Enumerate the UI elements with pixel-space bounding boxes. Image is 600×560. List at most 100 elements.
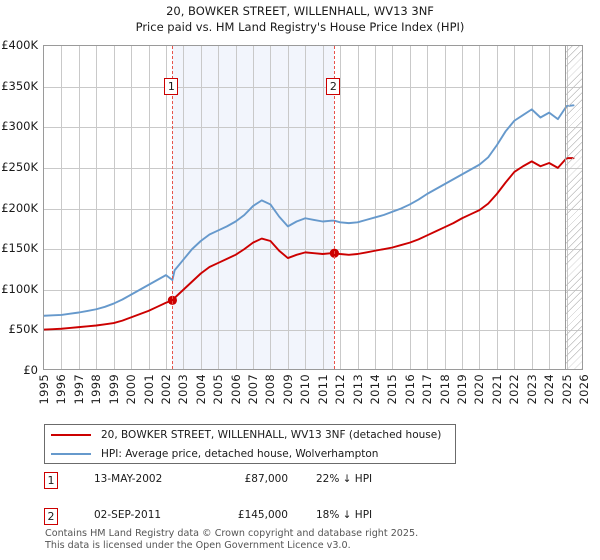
x-tick-label: 2023: [524, 374, 539, 405]
gridline-vertical: [340, 46, 342, 369]
gridline-vertical: [183, 46, 185, 369]
x-tick-label: 2005: [211, 374, 226, 405]
x-tick-label: 2008: [263, 374, 278, 405]
x-tick-label: 2016: [402, 374, 417, 405]
x-tick-label: 1998: [89, 374, 104, 405]
legend-swatch-hpi: [51, 452, 91, 455]
y-tick-text: £50K: [8, 322, 39, 337]
gridline-horizontal: [44, 289, 582, 291]
gridline-vertical: [270, 46, 272, 369]
transactions-table: 1 13-MAY-2002 £87,000 22% ↓ HPI 2 02-SEP…: [44, 472, 464, 533]
series-svg: [44, 104, 575, 331]
gridline-vertical: [514, 46, 516, 369]
x-tick-label: 2006: [228, 374, 243, 405]
attribution-line-2: This data is licensed under the Open Gov…: [45, 539, 351, 551]
gridline-vertical: [462, 46, 464, 369]
x-tick-label: 2020: [472, 374, 487, 405]
gridline-horizontal: [44, 127, 582, 129]
gridline-vertical: [496, 46, 498, 369]
x-tick-label: 2026: [577, 374, 591, 405]
x-tick-label: 2022: [507, 374, 522, 405]
y-tick-text: £400K: [1, 38, 38, 52]
y-tick-text: £150K: [1, 241, 38, 256]
x-tick-label: 2017: [420, 374, 435, 405]
y-tick-text: £0: [23, 363, 38, 377]
title-line-1: 20, BOWKER STREET, WILLENHALL, WV13 3NF: [166, 4, 434, 18]
gridline-vertical: [427, 46, 429, 369]
gridline-vertical: [78, 46, 80, 369]
y-tick-text: £350K: [1, 78, 38, 93]
gridline-vertical: [148, 46, 150, 369]
legend-label-hpi: HPI: Average price, detached house, Wolv…: [101, 447, 379, 460]
x-tick-label: 2012: [333, 374, 348, 405]
x-tick-label: 1997: [71, 374, 86, 405]
gridline-vertical: [287, 46, 289, 369]
row-price-1: £87,000: [244, 473, 288, 485]
x-tick-label: 2014: [367, 374, 382, 405]
gridline-vertical: [96, 46, 98, 369]
chart-plot-area: [43, 45, 583, 370]
row-price-2: £145,000: [237, 509, 288, 521]
x-tick-label: 2024: [542, 374, 557, 405]
gridline-vertical: [531, 46, 533, 369]
event-dashed-line: [172, 46, 174, 369]
series-line: [44, 104, 575, 317]
plot-frame: [43, 45, 583, 370]
gridline-vertical: [444, 46, 446, 369]
gridline-vertical: [409, 46, 411, 369]
no-data-hatch-band: [565, 46, 582, 369]
legend-swatch-property: [51, 433, 91, 436]
event-number-box[interactable]: 1: [164, 78, 179, 95]
page-title: 20, BOWKER STREET, WILLENHALL, WV13 3NF …: [0, 3, 600, 35]
gridline-vertical: [131, 46, 133, 369]
x-tick-label: 2018: [437, 374, 452, 405]
x-tick-label: 2004: [193, 374, 208, 405]
gridline-vertical: [165, 46, 167, 369]
chart-legend: 20, BOWKER STREET, WILLENHALL, WV13 3NF …: [44, 424, 456, 464]
gridline-vertical: [253, 46, 255, 369]
event-number-box[interactable]: 2: [326, 78, 341, 95]
gridline-horizontal: [44, 167, 582, 169]
x-tick-label: 1996: [54, 374, 69, 405]
row-marker-2: 2: [44, 508, 58, 525]
row-delta-2: 18% ↓ HPI: [316, 509, 373, 521]
table-row: 1 13-MAY-2002 £87,000 22% ↓ HPI: [44, 472, 464, 497]
y-tick-text: £250K: [1, 159, 38, 174]
table-row: 2 02-SEP-2011 £145,000 18% ↓ HPI: [44, 508, 464, 533]
gridline-horizontal: [44, 330, 582, 332]
legend-item-hpi: HPI: Average price, detached house, Wolv…: [45, 444, 455, 463]
x-tick-label: 1999: [106, 374, 121, 405]
x-tick-label: 2009: [280, 374, 295, 405]
gridline-horizontal: [44, 249, 582, 251]
row-delta-1: 22% ↓ HPI: [316, 473, 373, 485]
row-date-2: 02-SEP-2011: [94, 509, 162, 521]
gridline-vertical: [374, 46, 376, 369]
x-tick-label: 2000: [124, 374, 139, 405]
row-marker-1: 1: [44, 472, 58, 489]
x-tick-label: 1995: [37, 374, 51, 405]
x-tick-label: 2021: [489, 374, 504, 405]
y-tick-text: £100K: [1, 281, 38, 296]
gridline-vertical: [549, 46, 551, 369]
gridline-vertical: [235, 46, 237, 369]
y-tick-text: £300K: [1, 119, 38, 134]
gridline-vertical: [479, 46, 481, 369]
x-tick-label: 2025: [559, 374, 574, 405]
series-line: [44, 157, 575, 331]
gridline-horizontal: [44, 86, 582, 88]
x-tick-label: 2019: [455, 374, 470, 405]
gridline-vertical: [218, 46, 220, 369]
event-dashed-line: [334, 46, 336, 369]
x-tick-label: 2013: [350, 374, 365, 405]
x-tick-label: 2003: [176, 374, 191, 405]
x-tick-label: 2002: [158, 374, 173, 405]
title-line-2: Price paid vs. HM Land Registry's House …: [135, 20, 465, 34]
x-tick-label: 2007: [246, 374, 261, 405]
x-tick-label: 2010: [298, 374, 313, 405]
gridline-vertical: [113, 46, 115, 369]
x-tick-label: 2001: [141, 374, 156, 405]
gridline-horizontal: [44, 208, 582, 210]
x-tick-label: 2015: [385, 374, 400, 405]
gridline-vertical: [61, 46, 63, 369]
legend-item-property: 20, BOWKER STREET, WILLENHALL, WV13 3NF …: [45, 425, 455, 444]
